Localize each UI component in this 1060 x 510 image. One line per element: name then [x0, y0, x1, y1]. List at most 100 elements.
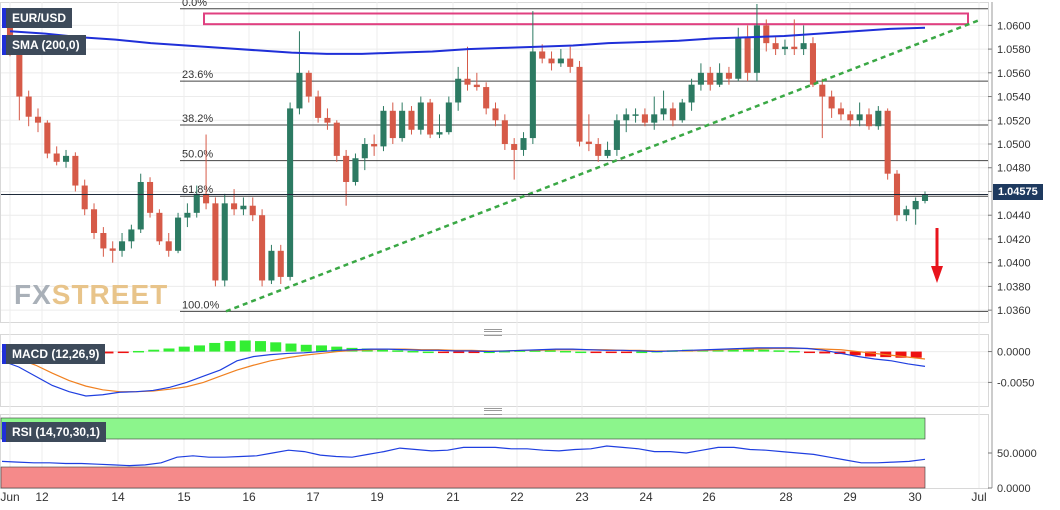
- candle-body: [781, 46, 788, 50]
- candle-body: [231, 203, 238, 210]
- rsi-tick-label: 0.0000: [997, 483, 1031, 495]
- candle-body: [53, 153, 60, 162]
- rsi-tag[interactable]: RSI (14,70,30,1): [2, 422, 107, 442]
- y-tick-label: 1.0520: [997, 115, 1031, 127]
- candle-body: [193, 193, 200, 213]
- candle-body: [837, 108, 845, 115]
- x-tick-label: 29: [843, 490, 857, 504]
- macd-histogram-bar: [804, 351, 815, 354]
- sma-label: SMA (200,0): [12, 38, 80, 52]
- candle-body: [501, 120, 508, 145]
- macd-histogram-bar: [422, 351, 434, 354]
- macd-pane-frame: [0, 334, 989, 407]
- candle-body: [735, 37, 742, 79]
- candle-body: [399, 110, 406, 139]
- candle-body: [865, 114, 873, 127]
- rsi-tick-label: 50.0000: [997, 448, 1037, 460]
- candle-body: [333, 122, 340, 156]
- macd-line: [1, 347, 926, 397]
- candle-body: [240, 205, 247, 210]
- candle-body: [875, 110, 882, 127]
- candle-body: [679, 102, 686, 121]
- macd-histogram-bar: [392, 350, 404, 352]
- candle-body: [445, 102, 452, 133]
- macd-histogram-bar: [910, 351, 922, 358]
- sma-tag[interactable]: SMA (200,0): [2, 35, 86, 55]
- macd-histogram-bar: [209, 342, 221, 352]
- candle-body: [473, 84, 480, 88]
- macd-histogram-bar: [788, 350, 800, 353]
- x-tick-label: 23: [575, 490, 589, 504]
- x-tick-label: 17: [306, 490, 320, 504]
- candle-body: [90, 209, 98, 234]
- candle-body: [651, 114, 658, 123]
- pane-resize-handle-rsi[interactable]: [484, 408, 502, 415]
- fib-level-label: 38.2%: [182, 113, 213, 125]
- y-tick-label: 1.0440: [997, 210, 1031, 222]
- macd-histogram-bar: [590, 351, 602, 354]
- candle-body: [576, 66, 583, 142]
- macd-histogram-bar: [285, 343, 297, 352]
- candle-body: [492, 108, 499, 121]
- y-tick-label: 1.0540: [997, 92, 1031, 104]
- candle-body: [604, 149, 611, 156]
- macd-histogram-bar: [621, 351, 632, 354]
- candle-body: [16, 49, 23, 97]
- ascending-trendline: [225, 19, 979, 313]
- macd-histogram-bar: [133, 350, 144, 353]
- y-tick-label: 1.0420: [997, 234, 1031, 246]
- candle-body: [744, 37, 751, 73]
- macd-histogram-bar: [544, 350, 556, 352]
- x-tick-label: 14: [111, 490, 125, 504]
- candle-body: [81, 185, 88, 210]
- candle-body: [389, 110, 396, 139]
- macd-histogram-bar: [819, 351, 831, 354]
- candle-body: [548, 58, 555, 64]
- sma-200-line: [9, 26, 926, 55]
- x-tick-label: 26: [702, 490, 716, 504]
- candle-body: [688, 84, 695, 103]
- macd-histogram-bar: [163, 348, 175, 352]
- candle-body: [697, 72, 704, 85]
- candle-body: [772, 43, 779, 50]
- x-tick-label: 12: [35, 490, 49, 504]
- main-pane-frame: [0, 2, 989, 323]
- candle-body: [595, 144, 602, 156]
- macd-histogram-bar: [178, 346, 190, 352]
- macd-histogram-bar: [514, 350, 526, 352]
- x-tick-label: 16: [242, 490, 256, 504]
- candle-body: [809, 43, 816, 85]
- macd-histogram-bar: [224, 341, 236, 352]
- candle-body: [62, 155, 70, 162]
- macd-histogram-bar: [377, 349, 388, 352]
- fib-level-label: 100.0%: [182, 299, 220, 311]
- fib-level-label: 50.0%: [182, 149, 213, 161]
- macd-histogram-bar: [407, 350, 419, 353]
- candle-body: [128, 229, 135, 242]
- candle-body: [623, 114, 630, 121]
- symbol-tag[interactable]: EUR/USD: [2, 8, 73, 28]
- candle-body: [296, 72, 303, 109]
- macd-tick-label: -0.0050: [997, 377, 1034, 389]
- macd-histogram-bar: [270, 342, 282, 352]
- fib-level-label: 0.0%: [182, 0, 207, 9]
- macd-tag[interactable]: MACD (12,26,9): [2, 344, 106, 364]
- rsi-label: RSI (14,70,30,1): [12, 425, 101, 439]
- candle-body: [641, 114, 648, 123]
- y-tick-label: 1.0400: [997, 258, 1031, 270]
- y-tick-label: 1.0600: [997, 20, 1031, 32]
- candle-body: [800, 43, 807, 50]
- y-tick-label: 1.0580: [997, 44, 1031, 56]
- x-tick-label: 22: [510, 490, 524, 504]
- candle-body: [427, 102, 434, 135]
- pane-resize-handle-macd[interactable]: [484, 329, 502, 336]
- candle-body: [352, 158, 359, 182]
- macd-histogram-bar: [895, 351, 907, 358]
- fib-level-label: 23.6%: [182, 69, 213, 81]
- macd-histogram-bar: [575, 351, 587, 354]
- macd-histogram-bar: [560, 350, 571, 353]
- candle-body: [305, 72, 312, 97]
- macd-histogram-bar: [773, 350, 785, 352]
- macd-histogram-bar: [255, 341, 266, 352]
